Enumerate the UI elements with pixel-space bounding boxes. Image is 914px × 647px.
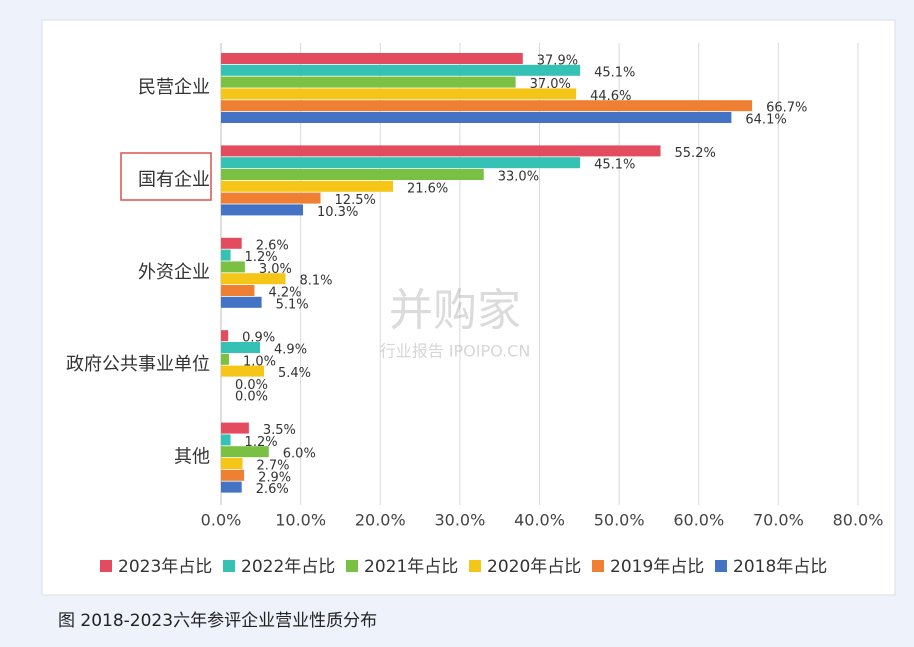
bar [221, 88, 577, 100]
y-tick-label: 其他 [174, 447, 210, 468]
y-tick-label: 国有企业 [138, 169, 210, 190]
data-label: 37.9% [537, 54, 578, 69]
data-label: 0.9% [242, 331, 275, 346]
bar [221, 64, 581, 76]
data-label: 0.0% [235, 390, 268, 405]
legend-label: 2022年占比 [241, 557, 335, 577]
data-label: 21.6% [407, 181, 448, 196]
data-label: 2.6% [256, 482, 289, 497]
legend-swatch [715, 560, 727, 572]
bar [221, 481, 242, 493]
bar [221, 273, 286, 285]
bar [221, 100, 753, 112]
x-tick-label: 30.0% [434, 511, 485, 530]
legend-swatch [100, 560, 112, 572]
data-label: 12.5% [335, 193, 376, 208]
data-label: 6.0% [283, 447, 316, 462]
data-label: 2.9% [258, 470, 291, 485]
bar [221, 330, 229, 342]
bar [221, 353, 229, 365]
legend-swatch [346, 560, 358, 572]
bar [221, 204, 304, 216]
data-label: 1.2% [245, 435, 278, 450]
x-tick-label: 40.0% [514, 511, 565, 530]
x-tick-label: 70.0% [753, 511, 804, 530]
legend-swatch [592, 560, 604, 572]
bar [221, 112, 732, 123]
data-label: 55.2% [675, 146, 716, 161]
data-label: 1.0% [243, 354, 276, 369]
data-label: 45.1% [594, 158, 635, 173]
bar [221, 422, 249, 434]
data-label: 45.1% [594, 65, 635, 80]
data-label: 37.0% [530, 77, 571, 92]
watermark: 行业报告 IPOIPO.CN [380, 342, 531, 361]
y-tick-label: 民营企业 [138, 77, 210, 98]
data-label: 3.0% [259, 262, 292, 277]
data-label: 5.1% [276, 297, 309, 312]
y-tick-label: 政府公共事业单位 [66, 354, 210, 375]
bar [221, 237, 242, 249]
bar [221, 342, 261, 353]
x-tick-label: 20.0% [355, 511, 406, 530]
legend-label: 2019年占比 [610, 557, 704, 577]
bar [221, 446, 269, 458]
x-tick-label: 80.0% [833, 511, 884, 530]
legend-swatch [223, 560, 235, 572]
bar [221, 365, 264, 377]
bar [221, 145, 661, 157]
legend-swatch [469, 560, 481, 572]
watermark: 并购家 [389, 285, 521, 336]
bar [221, 157, 581, 169]
bar [221, 285, 255, 296]
bar [221, 296, 262, 308]
caption: 图 2018-2023六年参评企业营业性质分布 [58, 611, 377, 631]
bar [221, 76, 516, 88]
bar [221, 434, 231, 446]
bar [221, 261, 245, 273]
highlight-box [120, 152, 212, 201]
x-tick-label: 50.0% [594, 511, 645, 530]
data-label: 10.3% [317, 205, 358, 220]
data-label: 3.5% [263, 423, 296, 438]
plot: 0.0% 10.0% 20.0% 30.0% 40.0% 50.0% 60.0% 70.0% 8… [66, 43, 883, 577]
data-label: 4.2% [268, 286, 301, 301]
data-label: 66.7% [766, 101, 807, 116]
bar [221, 469, 245, 481]
data-label: 33.0% [498, 170, 539, 185]
x-tick-label: 60.0% [673, 511, 724, 530]
data-label: 5.4% [278, 366, 311, 381]
y-tick-label: 外资企业 [138, 262, 210, 283]
data-label: 44.6% [590, 89, 631, 104]
bar [221, 249, 231, 261]
legend-label: 2020年占比 [487, 557, 581, 577]
data-label: 1.2% [245, 250, 278, 265]
data-label: 2.6% [256, 238, 289, 253]
data-label: 8.1% [299, 274, 332, 289]
bar [221, 169, 484, 180]
data-label: 4.9% [274, 343, 307, 358]
data-label: 0.0% [235, 378, 268, 393]
data-label: 64.1% [745, 113, 786, 128]
bar [221, 53, 523, 64]
legend-label: 2023年占比 [118, 557, 212, 577]
legend-label: 2021年占比 [364, 557, 458, 577]
x-tick-label: 10.0% [275, 511, 326, 530]
legend-label: 2018年占比 [733, 557, 827, 577]
bar [221, 458, 243, 469]
bar [221, 180, 393, 192]
bar [221, 192, 321, 204]
data-label: 2.7% [256, 459, 289, 474]
x-tick-label: 0.0% [201, 511, 242, 530]
